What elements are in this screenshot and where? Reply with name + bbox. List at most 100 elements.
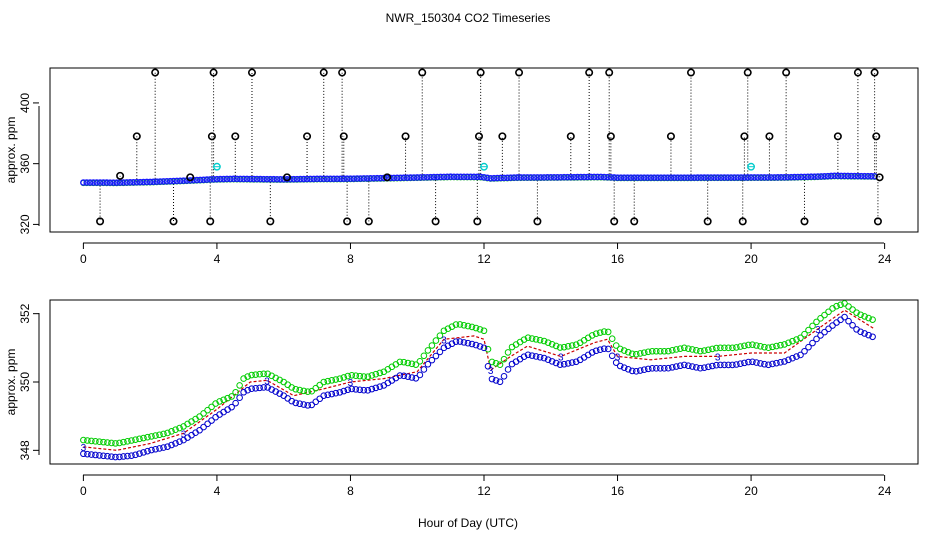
y-tick-label: 352 (18, 303, 32, 323)
baseline-point (490, 174, 498, 182)
baseline-point (817, 173, 825, 180)
series-1-point (100, 452, 107, 460)
series-2-point (324, 377, 332, 385)
series-1-point (332, 389, 340, 397)
series-1-point (212, 413, 219, 421)
x-tick-label: 16 (611, 484, 625, 498)
series-1-point (328, 390, 336, 398)
series-2-point (236, 382, 243, 389)
baseline-point (851, 172, 858, 180)
baseline-point (247, 175, 254, 183)
baseline-point (610, 174, 618, 181)
bottom-x-ticks: 0 4 8 12 16 20 24 (80, 475, 892, 498)
baseline-point (263, 175, 271, 183)
series-2-point (600, 328, 608, 335)
series-1-point (809, 339, 816, 347)
baseline-point (440, 173, 448, 181)
baseline-point (494, 174, 501, 182)
series-2-point (612, 342, 620, 349)
baseline-point (196, 176, 204, 184)
series-1-point (288, 397, 296, 405)
series-2-point (252, 371, 259, 378)
series-1-point (144, 447, 151, 455)
series-3-glyph: 3 (81, 443, 87, 454)
series-1-point (324, 391, 332, 399)
series-2-point (652, 347, 660, 355)
baseline-point (136, 178, 144, 186)
series-1-point (244, 386, 251, 394)
outlier-point (872, 132, 881, 141)
series-1-point (260, 384, 267, 391)
baseline-point (707, 174, 715, 181)
series-2-point (136, 435, 143, 443)
baseline-point (524, 174, 531, 181)
series-2-point (560, 343, 568, 351)
baseline-point (744, 174, 752, 181)
baseline-point (270, 175, 277, 183)
baseline-point (657, 174, 665, 181)
series-1-point (360, 386, 368, 394)
baseline-point (847, 172, 855, 180)
series-2-point (685, 345, 692, 352)
baseline-point (377, 174, 384, 182)
baseline-point (200, 176, 207, 184)
baseline-point (540, 174, 548, 181)
series-2-point (336, 375, 344, 383)
series-1-point (793, 353, 800, 360)
series-1-point (745, 358, 752, 366)
baseline-point (801, 173, 808, 181)
outlier-point (566, 132, 575, 141)
baseline-point (777, 174, 785, 181)
series-1-point (648, 365, 656, 372)
series-2-point (260, 370, 267, 378)
series-2-point (789, 337, 796, 345)
series-2-point (817, 315, 824, 322)
baseline-point (600, 173, 608, 181)
baseline-point (390, 174, 398, 182)
x-tick-label: 0 (80, 484, 87, 498)
series-1-point (677, 362, 684, 370)
baseline-point (130, 178, 137, 186)
baseline-point (226, 175, 234, 183)
series-2-point (753, 342, 760, 349)
series-1-point (544, 356, 552, 364)
series-2-point (869, 316, 876, 323)
series-2-point (745, 341, 752, 349)
series-2-point (620, 347, 628, 354)
baseline-point (417, 174, 424, 181)
outlier-point (418, 68, 427, 77)
series-2-point (316, 381, 324, 389)
series-1-point (104, 452, 111, 460)
series-1-point (560, 360, 568, 368)
series-2-point (689, 346, 696, 353)
series-1-point (208, 417, 215, 424)
series-2-point (757, 343, 764, 350)
baseline-point (567, 173, 575, 181)
series-1-point (336, 389, 344, 396)
series-2-point (220, 396, 227, 404)
series-1-point (296, 400, 304, 408)
x-tick-label: 16 (611, 252, 625, 266)
outlier-point (116, 171, 125, 180)
series-2-point (300, 387, 308, 395)
baseline-point (841, 172, 848, 180)
baseline-point (570, 173, 578, 181)
baseline-point (807, 173, 815, 181)
series-2-point (564, 343, 572, 350)
outlier-point (833, 132, 842, 141)
series-1-point (608, 352, 616, 360)
baseline-point (627, 174, 635, 181)
baseline-point (604, 173, 611, 181)
outlier-point (875, 173, 884, 182)
series-2-point (400, 358, 408, 366)
baseline-point (821, 172, 828, 180)
baseline-point (96, 179, 104, 186)
baseline-point (857, 172, 865, 180)
series-2-point (428, 342, 436, 349)
baseline-point (357, 175, 364, 182)
baseline-point (297, 175, 304, 183)
x-tick-label: 4 (214, 484, 221, 498)
x-tick-label: 12 (477, 484, 491, 498)
series-2-point (729, 344, 736, 352)
series-2-point (132, 436, 139, 443)
